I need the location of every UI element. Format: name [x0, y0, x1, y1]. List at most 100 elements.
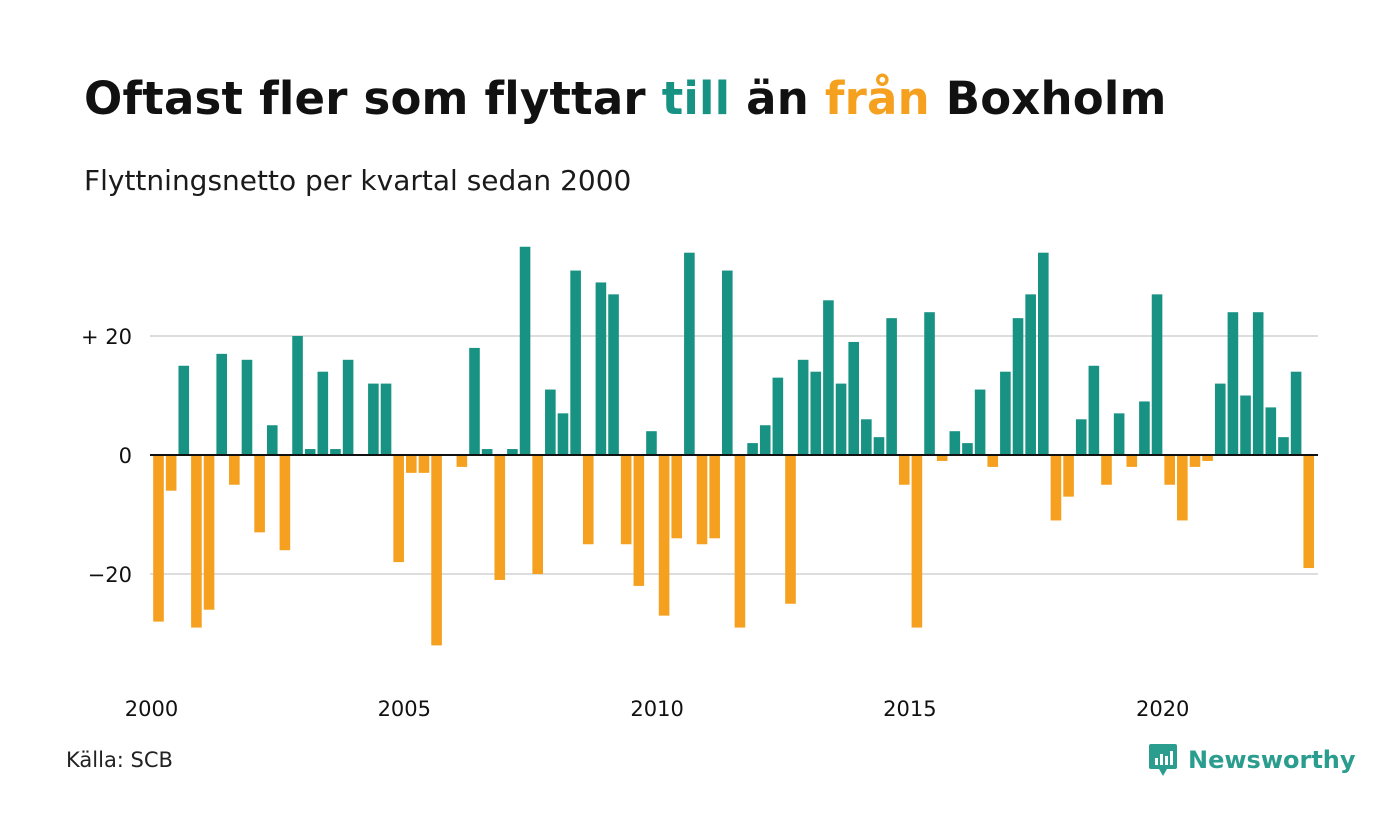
bar — [962, 443, 973, 455]
bar — [304, 449, 316, 455]
bar — [481, 449, 493, 455]
bar — [1252, 312, 1264, 455]
bar — [873, 437, 885, 455]
newsworthy-logo-icon — [1149, 744, 1177, 776]
x-tick-label: 2005 — [378, 697, 431, 721]
bar — [469, 347, 480, 455]
bar — [241, 359, 253, 455]
title-part-3: Boxholm — [929, 72, 1167, 125]
bar — [1290, 371, 1302, 455]
bar — [1164, 455, 1175, 485]
bar — [153, 455, 164, 622]
x-tick-label: 2010 — [630, 697, 683, 721]
title-till: till — [661, 72, 731, 125]
bar — [911, 455, 923, 628]
bar — [747, 443, 758, 455]
bar — [178, 365, 190, 455]
bar — [292, 336, 303, 455]
bar — [646, 431, 657, 455]
bar — [797, 359, 809, 455]
bar — [1000, 371, 1011, 455]
bar — [279, 455, 291, 551]
bar — [810, 371, 822, 455]
bar — [393, 455, 404, 563]
title-part-1: Oftast fler som flyttar — [84, 72, 662, 125]
bar — [1214, 383, 1226, 455]
bar — [507, 449, 518, 455]
bar — [254, 455, 265, 533]
bar — [229, 455, 240, 485]
y-tick-label: −20 — [88, 563, 132, 587]
bar — [191, 455, 202, 628]
bar — [734, 455, 746, 628]
bar — [1189, 455, 1201, 467]
bar — [785, 455, 796, 604]
bar — [570, 270, 581, 455]
bar — [418, 455, 430, 473]
y-tick-label: 0 — [119, 444, 132, 468]
title-part-2: än — [730, 72, 825, 125]
bar — [1227, 312, 1239, 455]
bar — [684, 252, 695, 455]
bar — [696, 455, 708, 545]
bar — [557, 413, 569, 455]
bar — [949, 431, 961, 455]
brand-name: Newsworthy — [1188, 746, 1356, 774]
bar — [759, 425, 771, 455]
bar — [1240, 395, 1251, 455]
bar — [1126, 455, 1138, 467]
bar — [1063, 455, 1074, 497]
bar — [835, 383, 847, 455]
bar — [532, 455, 543, 574]
bar — [1113, 413, 1125, 455]
bar — [545, 389, 556, 455]
bar — [519, 246, 531, 455]
bar — [216, 353, 227, 455]
bar — [1177, 455, 1188, 521]
bar — [1038, 252, 1049, 455]
source-label: Källa: SCB — [66, 748, 173, 772]
bar — [823, 300, 834, 455]
bar — [608, 294, 619, 455]
bar — [848, 341, 859, 455]
bar — [1139, 401, 1150, 455]
bar — [1050, 455, 1062, 521]
x-tick-label: 2000 — [125, 697, 178, 721]
bar — [431, 455, 442, 646]
chart-subtitle: Flyttningsnetto per kvartal sedan 2000 — [84, 164, 632, 197]
chart-title: Oftast fler som flyttar till än från Box… — [84, 74, 1167, 124]
bar — [709, 455, 720, 539]
y-tick-label: + 20 — [81, 325, 132, 349]
bar — [1265, 407, 1277, 455]
bar — [924, 312, 935, 455]
bar — [974, 389, 986, 455]
bar — [1278, 437, 1289, 455]
bar — [1303, 455, 1315, 569]
bar — [342, 359, 354, 455]
bar — [494, 455, 506, 580]
bar — [658, 455, 670, 616]
bar — [368, 383, 379, 455]
bar — [886, 318, 897, 455]
bar — [165, 455, 177, 491]
bar — [1151, 294, 1163, 455]
bar — [1202, 455, 1213, 461]
bar — [1012, 318, 1024, 455]
bar — [1088, 365, 1100, 455]
bar — [582, 455, 594, 545]
bar — [317, 371, 329, 455]
bar — [987, 455, 999, 467]
x-tick-label: 2020 — [1136, 697, 1189, 721]
bar — [595, 282, 607, 455]
bar — [203, 455, 215, 610]
bar — [266, 425, 278, 455]
bar — [380, 383, 392, 455]
bar — [861, 419, 872, 455]
bar — [1025, 294, 1036, 455]
bar — [406, 455, 417, 473]
brand-logo: Newsworthy — [1148, 742, 1356, 778]
bar — [330, 449, 341, 455]
bar — [898, 455, 910, 485]
bar — [1075, 419, 1087, 455]
